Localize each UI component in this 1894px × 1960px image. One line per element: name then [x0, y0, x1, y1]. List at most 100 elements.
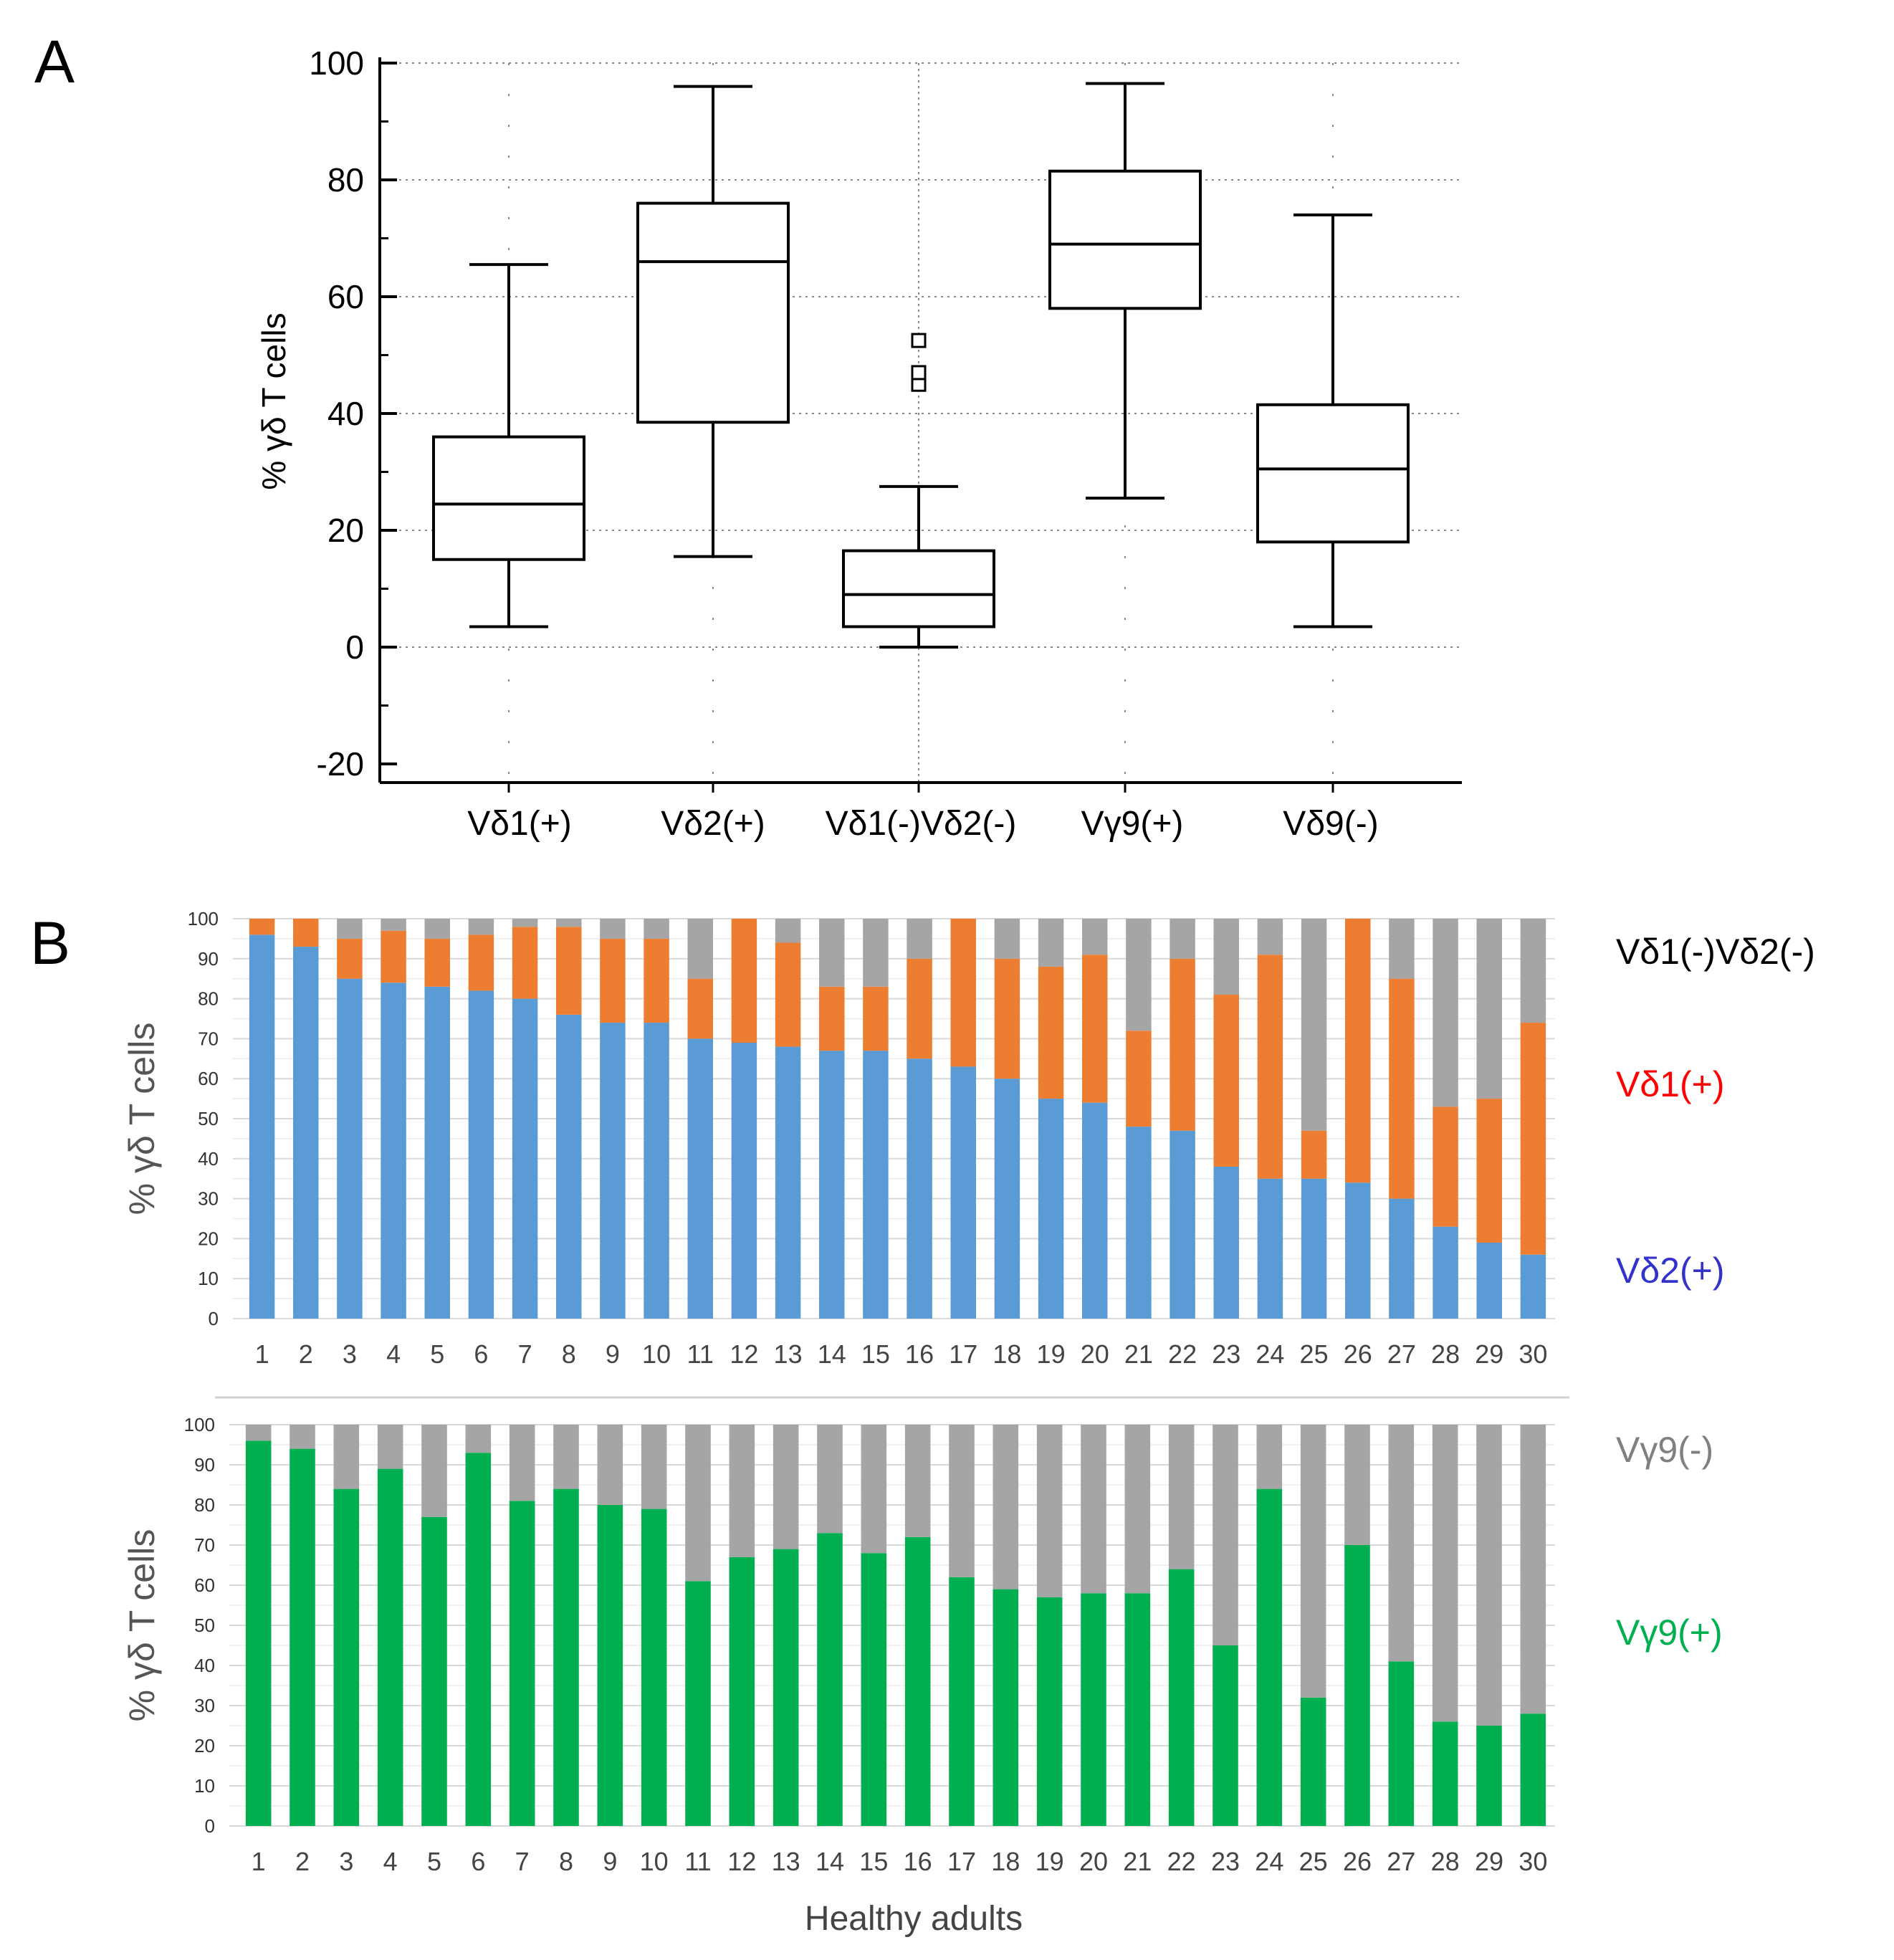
y-tick-label: 0	[205, 1815, 215, 1837]
x-tick-label-28: 28	[1431, 1339, 1460, 1369]
x-tick-label-3: 3	[343, 1339, 357, 1369]
bar-segment-Vδ2(+)-27	[1389, 1198, 1415, 1319]
bar-segment-Vδ1(+)-30	[1520, 1023, 1546, 1255]
bar-segment-Vγ9(+)-13	[773, 1549, 799, 1826]
bar-segment-Vγ9(-)-7	[509, 1425, 535, 1501]
bar-segment-Vδ2(+)-24	[1257, 1178, 1283, 1319]
x-tick-label-12: 12	[727, 1847, 756, 1876]
bar-segment-Vγ9(-)-10	[641, 1425, 667, 1509]
bar-segment-Vδ2(+)-2	[293, 947, 319, 1319]
iqr-box	[432, 435, 585, 561]
x-tick-label-29: 29	[1475, 1847, 1503, 1876]
bar-segment-Vδ2(+)-21	[1126, 1127, 1152, 1319]
bar-segment-Vγ9(+)-20	[1081, 1593, 1106, 1826]
bar-segment-Vγ9(-)-11	[685, 1425, 711, 1582]
x-tick-label-19: 19	[1036, 1847, 1064, 1876]
x-tick-label-16: 16	[905, 1339, 934, 1369]
bar-segment-Vδ1(-)Vδ2(-)-29	[1476, 919, 1502, 1099]
bar-segment-Vδ1(-)Vδ2(-)-15	[863, 919, 889, 987]
bar-segment-Vδ2(+)-12	[731, 1042, 757, 1319]
x-tick-label-10: 10	[640, 1847, 669, 1876]
bar-segment-Vδ1(-)Vδ2(-)-4	[381, 919, 406, 931]
box-1	[432, 263, 585, 628]
box-plot-boxes	[432, 82, 1410, 649]
bar-segment-Vδ1(-)Vδ2(-)-23	[1213, 919, 1239, 995]
bar-segment-Vγ9(+)-5	[421, 1516, 447, 1826]
bar-segment-Vγ9(-)-22	[1168, 1425, 1195, 1569]
iqr-box	[1048, 169, 1202, 310]
x-tick-label-27: 27	[1387, 1847, 1415, 1876]
y-tick-label: 70	[198, 1028, 219, 1049]
bar-segment-Vδ1(+)-15	[863, 986, 889, 1051]
x-tick-label-26: 26	[1343, 1847, 1372, 1876]
bar-segment-Vγ9(-)-17	[949, 1425, 975, 1577]
bar-segment-Vδ2(+)-17	[950, 1066, 976, 1319]
legend-entry-1: Vγ9(-)	[1616, 1430, 1713, 1470]
bar-segment-Vδ1(-)Vδ2(-)-7	[512, 919, 538, 927]
x-tick-label-14: 14	[816, 1847, 844, 1876]
outlier-point	[911, 365, 927, 381]
x-tick-label-2: 2	[299, 1339, 313, 1369]
x-tick-label-19: 19	[1037, 1339, 1066, 1369]
box-5	[1256, 213, 1410, 628]
bar-segment-Vγ9(-)-1	[245, 1425, 272, 1441]
x-tick-label-18: 18	[993, 1339, 1021, 1369]
bar-segment-Vγ9(+)-27	[1388, 1661, 1415, 1826]
bar-segment-Vδ1(+)-8	[556, 927, 582, 1015]
bar-segment-Vγ9(+)-1	[245, 1440, 272, 1826]
bar-segment-Vγ9(+)-19	[1036, 1597, 1063, 1826]
x-tick-label-5: 5	[430, 1339, 444, 1369]
bar-segment-Vγ9(+)-12	[729, 1557, 755, 1826]
bar-segment-Vδ1(-)Vδ2(-)-16	[907, 919, 932, 959]
x-tick-label-7: 7	[518, 1339, 532, 1369]
category-label-2: Vδ2(+)	[661, 805, 765, 843]
x-tick-label-15: 15	[859, 1847, 888, 1876]
bar-segment-Vγ9(-)-24	[1256, 1425, 1283, 1489]
x-tick-label-22: 22	[1167, 1847, 1196, 1876]
y-tick-label: 60	[327, 278, 364, 315]
legend-entry-2: Vγ9(+)	[1616, 1612, 1723, 1653]
bar-segment-Vδ1(+)-16	[907, 958, 932, 1059]
bar-segment-Vγ9(+)-10	[641, 1509, 667, 1826]
box-plot-category-labels: Vδ1(+) Vδ2(+) Vδ1(-)Vδ2(-) Vγ9(+) Vδ9(-)	[467, 805, 1378, 843]
bar-segment-Vγ9(+)-16	[904, 1536, 931, 1826]
bar-segment-Vδ2(+)-29	[1476, 1242, 1502, 1319]
bar-segment-Vδ2(+)-15	[863, 1051, 889, 1319]
x-tick-label-7: 7	[515, 1847, 530, 1876]
x-tick-label-4: 4	[383, 1847, 398, 1876]
x-tick-label-11: 11	[687, 1339, 714, 1369]
x-tick-label-15: 15	[861, 1339, 890, 1369]
y-tick-label: 90	[198, 948, 219, 970]
bar-segment-Vγ9(+)-7	[509, 1501, 535, 1826]
legend-entry-2: Vδ1(+)	[1616, 1064, 1725, 1104]
bar-segment-Vδ2(+)-4	[381, 983, 406, 1319]
bar-segment-Vγ9(-)-20	[1081, 1425, 1106, 1594]
bar-segment-Vδ1(-)Vδ2(-)-14	[819, 919, 845, 987]
bar-segment-Vγ9(-)-8	[553, 1425, 579, 1489]
y-tick-label: 100	[184, 1414, 215, 1435]
bar-segment-Vδ2(+)-23	[1213, 1166, 1239, 1319]
bar-segment-Vγ9(-)-29	[1476, 1425, 1502, 1726]
y-tick-label: -20	[317, 745, 364, 783]
bar-segment-Vδ1(+)-7	[512, 927, 538, 999]
bar-segment-Vδ2(+)-10	[644, 1023, 669, 1319]
x-tick-label-23: 23	[1212, 1339, 1240, 1369]
bar-segment-Vγ9(-)-2	[290, 1425, 315, 1449]
bar-segment-Vδ2(+)-5	[424, 986, 450, 1319]
panel-label-a: A	[34, 28, 75, 95]
bar-segment-Vδ1(-)Vδ2(-)-19	[1038, 919, 1064, 967]
x-tick-label-29: 29	[1475, 1339, 1503, 1369]
bar-segment-Vγ9(-)-9	[597, 1425, 623, 1505]
bar-segment-Vγ9(-)-13	[773, 1425, 799, 1549]
x-tick-label-10: 10	[642, 1339, 671, 1369]
bar-segment-Vγ9(-)-28	[1432, 1425, 1458, 1722]
x-tick-label-17: 17	[949, 1339, 977, 1369]
y-tick-label: 60	[198, 1068, 219, 1089]
bar-segment-Vγ9(+)-2	[290, 1448, 315, 1826]
x-tick-label-28: 28	[1431, 1847, 1460, 1876]
bar-segment-Vγ9(-)-6	[465, 1425, 492, 1453]
y-tick-label: 80	[198, 988, 219, 1010]
bar-segment-Vδ1(+)-17	[950, 919, 976, 1067]
